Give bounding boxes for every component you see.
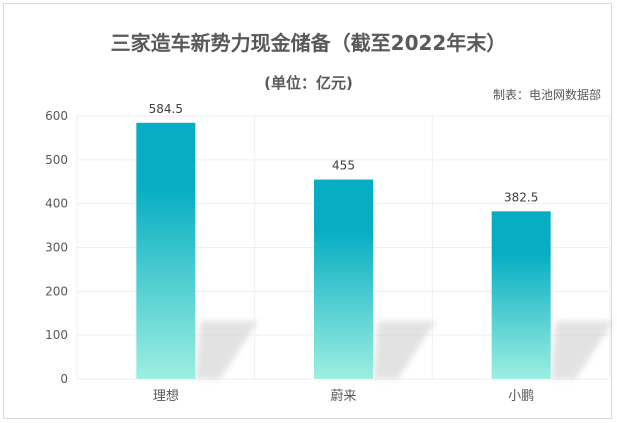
- bar-理想: [136, 122, 196, 380]
- x-tick-label: 蔚来: [330, 389, 356, 404]
- chart-subtitle: (单位：亿元): [264, 74, 353, 92]
- x-tick-label: 理想: [153, 388, 179, 404]
- y-tick-label: 100: [45, 328, 68, 342]
- bar-小鹏: [491, 211, 551, 379]
- data-label: 382.5: [504, 190, 538, 204]
- bar-shadow: [195, 321, 259, 379]
- y-tick-label: 0: [60, 372, 68, 386]
- source-note: 制表：电池网数据部: [492, 88, 601, 102]
- x-tick-label: 小鹏: [508, 389, 534, 404]
- y-tick-label: 300: [45, 241, 68, 255]
- y-tick-label: 500: [45, 153, 68, 167]
- bar-shadow: [373, 321, 436, 379]
- bar-蔚来: [314, 179, 373, 379]
- data-label: 584.5: [149, 102, 183, 116]
- y-tick-label: 600: [45, 109, 68, 123]
- y-tick-label: 400: [45, 197, 68, 211]
- chart-frame: [3, 3, 612, 419]
- bar-shadow: [550, 321, 614, 379]
- chart-title: 三家造车新势力现金储备（截至2022年末）: [110, 31, 507, 55]
- data-label: 455: [332, 159, 355, 173]
- y-tick-label: 200: [45, 284, 68, 298]
